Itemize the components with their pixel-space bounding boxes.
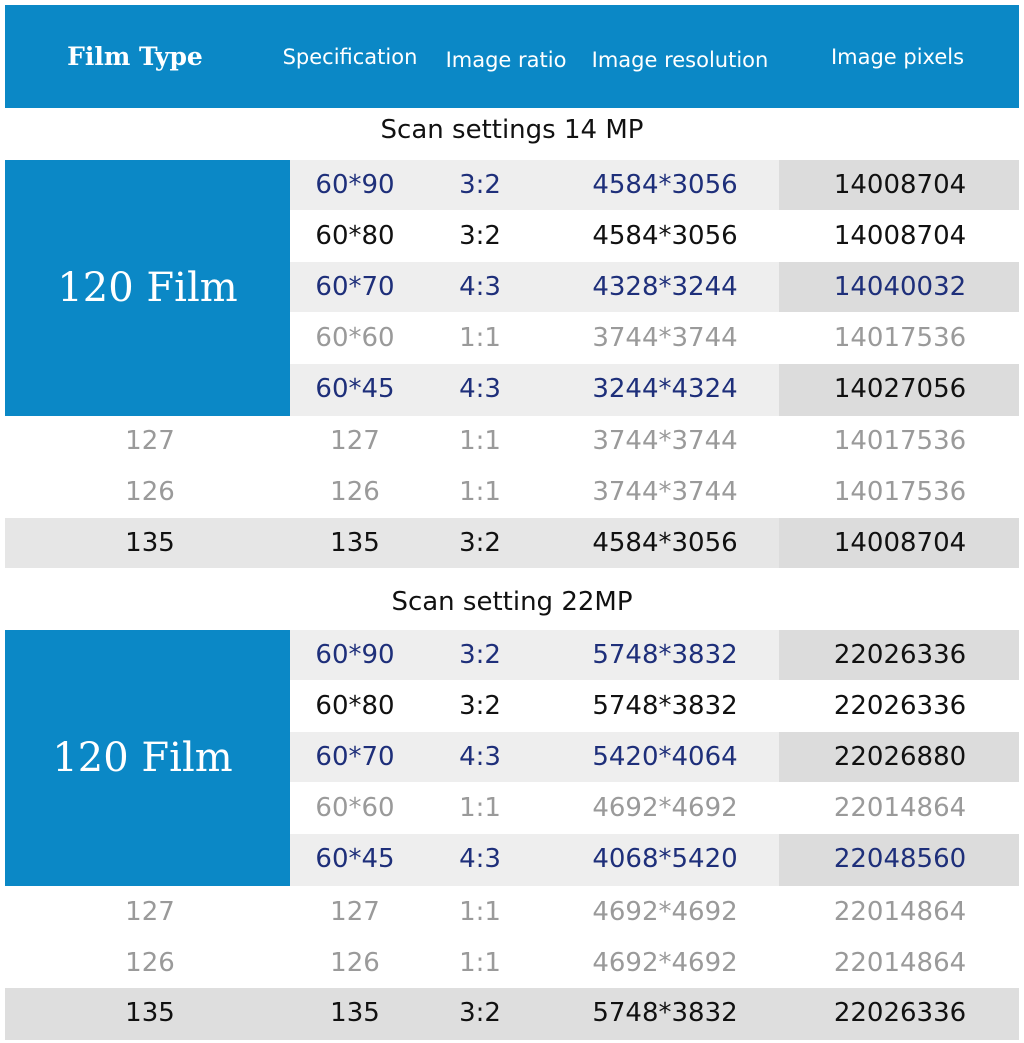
resolution-cell: 5420*4064 xyxy=(592,742,738,772)
table-row: 60*90 3:2 4584*3056 14008704 xyxy=(0,160,1024,210)
spec-cell: 60*90 xyxy=(315,640,395,670)
header-image-resolution: Image resolution xyxy=(591,47,769,72)
table-row: 60*70 4:3 4328*3244 14040032 xyxy=(0,262,1024,312)
film-type-120-cell: 120 Film xyxy=(5,630,290,886)
pixels-cell: 14017536 xyxy=(833,426,967,456)
spec-cell: 60*60 xyxy=(315,793,395,823)
spec-cell: 135 xyxy=(330,528,380,558)
ratio-cell: 4:3 xyxy=(459,742,501,772)
resolution-cell: 3744*3744 xyxy=(592,323,738,353)
header-specification: Specification xyxy=(282,44,418,69)
table-row: 135 135 3:2 4584*3056 14008704 xyxy=(0,518,1024,568)
section-title: Scan setting 22MP xyxy=(391,587,633,617)
spec-cell: 60*45 xyxy=(315,844,395,874)
resolution-cell: 4584*3056 xyxy=(592,221,738,251)
table-row: 60*45 4:3 3244*4324 14027056 xyxy=(0,364,1024,416)
ratio-cell: 3:2 xyxy=(459,528,501,558)
spec-cell: 60*90 xyxy=(315,170,395,200)
ratio-cell: 4:3 xyxy=(459,272,501,302)
header-image-pixels: Image pixels xyxy=(830,44,965,69)
table-row: 60*80 3:2 4584*3056 14008704 xyxy=(0,211,1024,261)
resolution-cell: 5748*3832 xyxy=(592,998,738,1028)
table-row: 127 127 1:1 3744*3744 14017536 xyxy=(0,416,1024,466)
table-row: 60*45 4:3 4068*5420 22048560 xyxy=(0,834,1024,886)
pixels-cell: 22014864 xyxy=(833,948,967,978)
spec-cell: 60*70 xyxy=(315,272,395,302)
resolution-cell: 3244*4324 xyxy=(592,374,738,404)
ratio-cell: 1:1 xyxy=(459,948,501,978)
resolution-cell: 5748*3832 xyxy=(592,640,738,670)
film-type-cell: 126 xyxy=(125,477,175,507)
spec-cell: 60*80 xyxy=(315,691,395,721)
pixels-cell: 14008704 xyxy=(833,221,967,251)
ratio-cell: 4:3 xyxy=(459,844,501,874)
pixels-cell: 14040032 xyxy=(833,272,967,302)
spec-cell: 60*80 xyxy=(315,221,395,251)
spec-cell: 127 xyxy=(330,426,380,456)
resolution-cell: 3744*3744 xyxy=(592,426,738,456)
header-film-type: Film Type xyxy=(67,42,203,71)
table-row: 126 126 1:1 4692*4692 22014864 xyxy=(0,938,1024,988)
section-title: Scan settings 14 MP xyxy=(380,115,644,145)
spec-cell: 135 xyxy=(330,998,380,1028)
resolution-cell: 4328*3244 xyxy=(592,272,738,302)
pixels-cell: 22048560 xyxy=(833,844,967,874)
spec-cell: 126 xyxy=(330,948,380,978)
ratio-cell: 3:2 xyxy=(459,998,501,1028)
resolution-cell: 4692*4692 xyxy=(592,897,738,927)
table-row: 127 127 1:1 4692*4692 22014864 xyxy=(0,887,1024,937)
pixels-cell: 14017536 xyxy=(833,323,967,353)
ratio-cell: 3:2 xyxy=(459,221,501,251)
table-row: 60*70 4:3 5420*4064 22026880 xyxy=(0,732,1024,782)
resolution-cell: 4584*3056 xyxy=(592,170,738,200)
table-row: 60*90 3:2 5748*3832 22026336 xyxy=(0,630,1024,680)
film-type-120-cell: 120 Film xyxy=(5,160,290,416)
table-header: Film Type Specification Image ratio Imag… xyxy=(5,5,1019,108)
pixels-cell: 22026336 xyxy=(833,640,967,670)
film-type-cell: 135 xyxy=(125,998,175,1028)
pixels-cell: 14008704 xyxy=(833,170,967,200)
pixels-cell: 22026336 xyxy=(833,998,967,1028)
resolution-cell: 4692*4692 xyxy=(592,948,738,978)
film-type-cell: 135 xyxy=(125,528,175,558)
ratio-cell: 1:1 xyxy=(459,477,501,507)
spec-cell: 60*45 xyxy=(315,374,395,404)
ratio-cell: 3:2 xyxy=(459,640,501,670)
film-type-cell: 126 xyxy=(125,948,175,978)
ratio-cell: 1:1 xyxy=(459,793,501,823)
ratio-cell: 4:3 xyxy=(459,374,501,404)
resolution-cell: 5748*3832 xyxy=(592,691,738,721)
film-type-cell: 127 xyxy=(125,897,175,927)
spec-cell: 127 xyxy=(330,897,380,927)
ratio-cell: 1:1 xyxy=(459,323,501,353)
ratio-cell: 3:2 xyxy=(459,691,501,721)
pixels-cell: 14017536 xyxy=(833,477,967,507)
film-type-cell: 127 xyxy=(125,426,175,456)
table-row: 60*80 3:2 5748*3832 22026336 xyxy=(0,681,1024,731)
pixels-cell: 14027056 xyxy=(833,374,967,404)
table-row: 135 135 3:2 5748*3832 22026336 xyxy=(0,988,1024,1040)
pixels-cell: 22014864 xyxy=(833,793,967,823)
resolution-cell: 4068*5420 xyxy=(592,844,738,874)
resolution-cell: 4692*4692 xyxy=(592,793,738,823)
ratio-cell: 1:1 xyxy=(459,426,501,456)
table-row: 126 126 1:1 3744*3744 14017536 xyxy=(0,467,1024,517)
pixels-cell: 22026336 xyxy=(833,691,967,721)
film-type-label: 120 Film xyxy=(57,265,238,311)
table-row: 60*60 1:1 4692*4692 22014864 xyxy=(0,783,1024,833)
spec-cell: 126 xyxy=(330,477,380,507)
resolution-cell: 3744*3744 xyxy=(592,477,738,507)
pixels-cell: 22026880 xyxy=(833,742,967,772)
spec-cell: 60*70 xyxy=(315,742,395,772)
header-image-ratio: Image ratio xyxy=(445,47,567,72)
film-type-label: 120 Film xyxy=(52,735,233,781)
ratio-cell: 1:1 xyxy=(459,897,501,927)
pixels-cell: 22014864 xyxy=(833,897,967,927)
resolution-cell: 4584*3056 xyxy=(592,528,738,558)
spec-cell: 60*60 xyxy=(315,323,395,353)
pixels-cell: 14008704 xyxy=(833,528,967,558)
table-row: 60*60 1:1 3744*3744 14017536 xyxy=(0,313,1024,363)
ratio-cell: 3:2 xyxy=(459,170,501,200)
